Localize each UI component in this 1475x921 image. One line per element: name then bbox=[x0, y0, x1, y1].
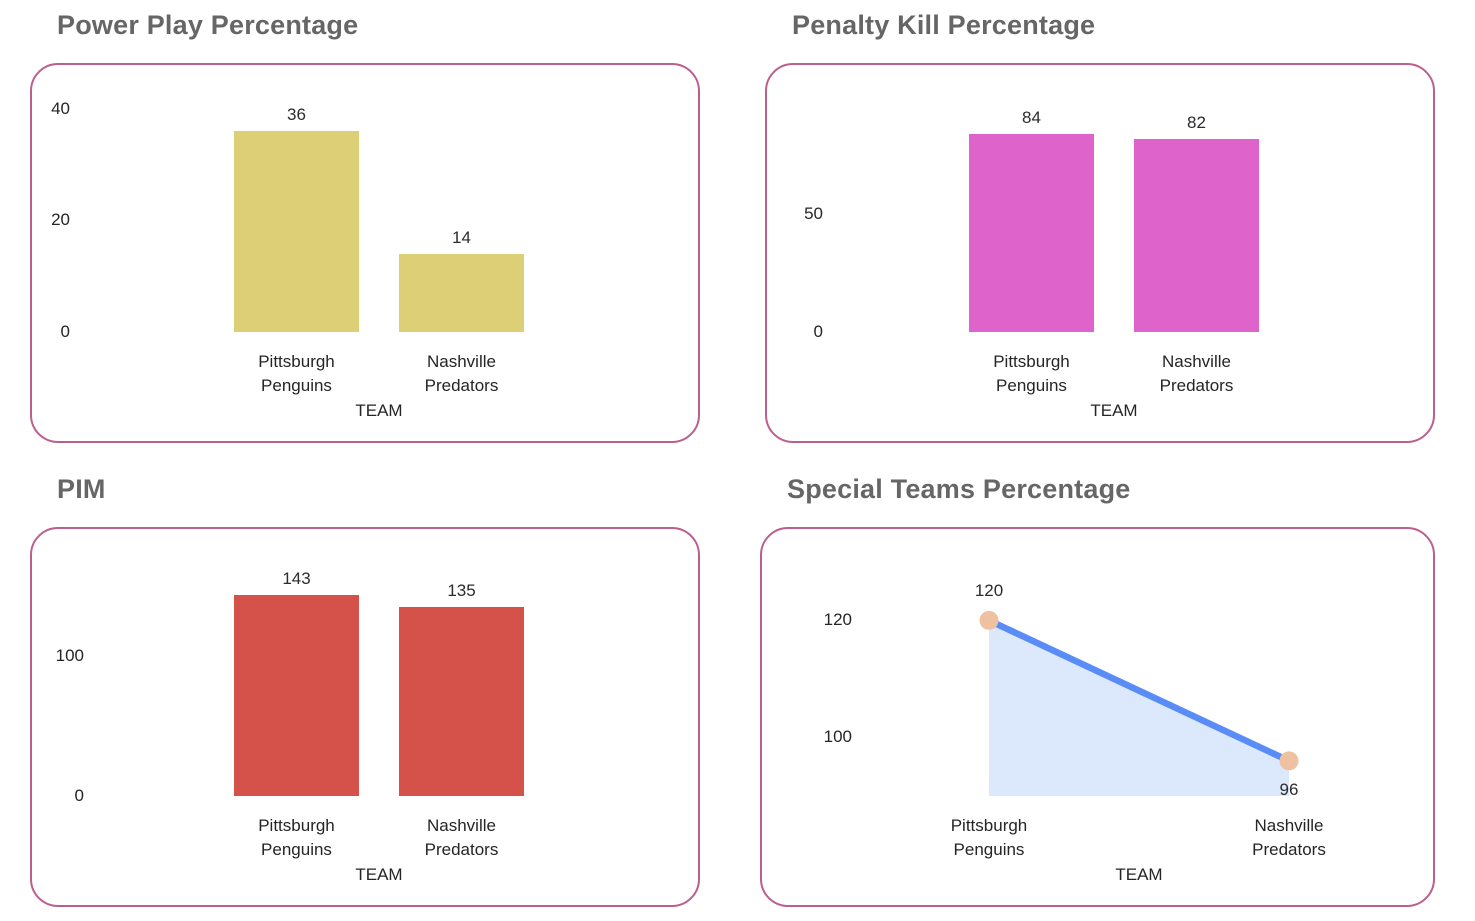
category-label: Pittsburgh Penguins bbox=[258, 816, 335, 859]
category-label: Nashville Predators bbox=[424, 352, 499, 395]
y-tick-label: 100 bbox=[55, 645, 84, 665]
chart-title: Special Teams Percentage bbox=[787, 474, 1131, 504]
chart-card: 100 120 Pittsburgh Penguins Nashville Predato… bbox=[760, 527, 1435, 907]
area-fill bbox=[989, 620, 1289, 796]
trend-line bbox=[985, 617, 1293, 765]
point-value-label: 96 bbox=[1279, 779, 1299, 799]
chart-section-penalty-kill: Penalty Kill Percentage 0 50 Pittsburgh Pen… bbox=[765, 8, 1435, 443]
category-label: Nashville Predators bbox=[1159, 352, 1234, 395]
chart-section-power-play: Power Play Percentage 0 20 40 Pittsburgh Pen… bbox=[30, 8, 700, 443]
bar-value-label: 143 bbox=[282, 569, 311, 589]
bar-nashville-predators[interactable] bbox=[1134, 139, 1259, 332]
plot-area: 0 20 40 Pittsburgh Penguins Nashville Predator… bbox=[32, 65, 698, 441]
y-tick-label: 0 bbox=[60, 322, 70, 341]
data-point-marker[interactable] bbox=[979, 610, 999, 630]
category-label: Nashville Predators bbox=[424, 816, 499, 859]
chart-section-special-teams: Special Teams Percentage 100 120 Pittsburg… bbox=[760, 472, 1435, 907]
point-value-label: 120 bbox=[974, 581, 1004, 601]
bar-pittsburgh-penguins[interactable] bbox=[234, 595, 359, 796]
bar-value-label: 82 bbox=[1187, 113, 1206, 133]
category-label: Pittsburgh Penguins bbox=[993, 352, 1070, 395]
chart-title: Power Play Percentage bbox=[57, 10, 359, 40]
y-tick-label: 20 bbox=[51, 210, 70, 230]
line-series-canvas bbox=[979, 610, 1299, 796]
bar-pittsburgh-penguins[interactable] bbox=[969, 134, 1094, 332]
data-point-marker[interactable] bbox=[1279, 751, 1299, 771]
x-axis-title: TEAM bbox=[1090, 401, 1138, 420]
category-label: Nashville Predators bbox=[1252, 816, 1326, 859]
y-tick-label: 100 bbox=[823, 727, 852, 747]
chart-title: PIM bbox=[57, 474, 106, 504]
bar-value-label: 36 bbox=[287, 105, 306, 125]
bar-nashville-predators[interactable] bbox=[399, 253, 524, 332]
chart-card: 0 20 40 Pittsburgh Penguins Nashville Predator… bbox=[30, 63, 700, 443]
chart-card: 0 50 Pittsburgh Penguins Nashville Predators T… bbox=[765, 63, 1435, 443]
y-tick-label: 0 bbox=[813, 322, 823, 341]
y-tick-label: 120 bbox=[823, 610, 852, 630]
bar-value-label: 135 bbox=[447, 580, 476, 600]
y-tick-label: 50 bbox=[804, 204, 823, 224]
x-axis-title: TEAM bbox=[355, 865, 403, 884]
category-label: Pittsburgh Penguins bbox=[950, 816, 1028, 859]
plot-area: 0 100 Pittsburgh Penguins Nashville Predators… bbox=[32, 529, 698, 905]
plot-area: 0 50 Pittsburgh Penguins Nashville Predators T… bbox=[767, 65, 1433, 441]
plot-area: 100 120 Pittsburgh Penguins Nashville Predato… bbox=[762, 529, 1433, 905]
category-label: Pittsburgh Penguins bbox=[258, 352, 335, 395]
y-tick-label: 40 bbox=[51, 98, 70, 118]
x-axis-title: TEAM bbox=[1115, 865, 1163, 884]
chart-section-pim: PIM 0 100 Pittsburgh Penguins Nashville Preda… bbox=[30, 472, 700, 907]
bar-pittsburgh-penguins[interactable] bbox=[234, 131, 359, 332]
bar-value-label: 84 bbox=[1022, 108, 1041, 128]
chart-card: 0 100 Pittsburgh Penguins Nashville Predators… bbox=[30, 527, 700, 907]
bar-nashville-predators[interactable] bbox=[399, 606, 524, 796]
y-tick-label: 0 bbox=[74, 786, 84, 805]
chart-title: Penalty Kill Percentage bbox=[792, 10, 1096, 40]
x-axis-title: TEAM bbox=[355, 401, 403, 420]
bar-value-label: 14 bbox=[452, 227, 471, 247]
